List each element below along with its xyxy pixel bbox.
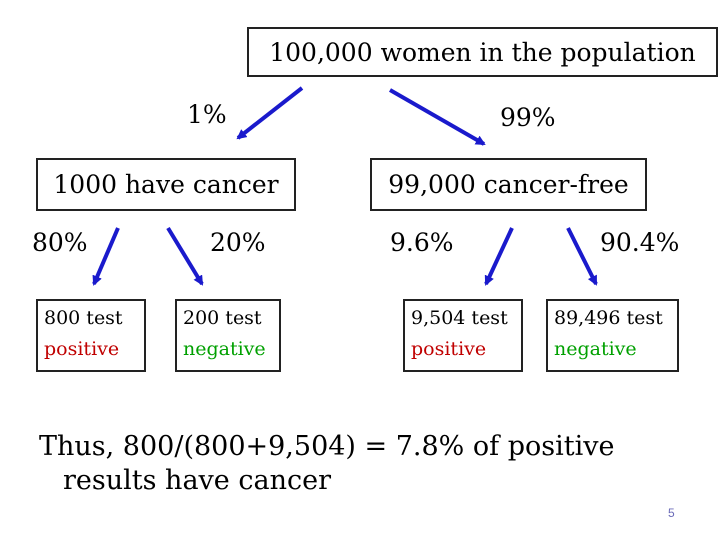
conclusion-text: Thus, 800/(800+9,504) = 7.8% of positive… <box>39 430 615 498</box>
cancer-positive-result: positive <box>44 338 120 360</box>
cancer-free-label: 99,000 cancer-free <box>388 170 629 199</box>
arrow-population-to-cancer <box>236 86 304 140</box>
arrow-cancer-free-to-positive <box>484 227 514 286</box>
cancer-free-positive-percent: 9.6% <box>390 228 454 257</box>
cancer-negative-box: 200 test negative <box>175 299 281 372</box>
cancer-negative-percent: 20% <box>210 228 266 257</box>
cancer-free-percent: 99% <box>500 103 556 132</box>
cancer-positive-box: 800 test positive <box>36 299 146 372</box>
cancer-free-box: 99,000 cancer-free <box>370 158 647 211</box>
conclusion-line-1: Thus, 800/(800+9,504) = 7.8% of positive <box>39 431 615 462</box>
slide-number: 5 <box>668 506 675 520</box>
cancer-negative-result: negative <box>183 338 266 360</box>
cancer-free-negative-result: negative <box>554 338 637 360</box>
cancer-free-negative-percent: 90.4% <box>600 228 680 257</box>
arrow-cancer-free-to-negative <box>566 227 598 286</box>
arrow-population-to-cancer-free <box>389 88 486 146</box>
cancer-free-negative-count: 89,496 test <box>554 307 663 329</box>
cancer-negative-count: 200 test <box>183 307 262 329</box>
population-box: 100,000 women in the population <box>247 27 718 77</box>
conclusion-line-2: results have cancer <box>63 465 331 496</box>
cancer-positive-count: 800 test <box>44 307 123 329</box>
population-label: 100,000 women in the population <box>269 37 696 67</box>
cancer-free-negative-box: 89,496 test negative <box>546 299 679 372</box>
cancer-free-positive-count: 9,504 test <box>411 307 508 329</box>
cancer-label: 1000 have cancer <box>53 170 279 199</box>
arrow-cancer-to-negative <box>166 226 204 286</box>
cancer-free-positive-result: positive <box>411 338 487 360</box>
cancer-box: 1000 have cancer <box>36 158 296 211</box>
cancer-free-positive-box: 9,504 test positive <box>403 299 523 372</box>
cancer-positive-percent: 80% <box>32 228 88 257</box>
cancer-percent: 1% <box>187 100 227 129</box>
arrow-cancer-to-positive <box>92 227 120 286</box>
